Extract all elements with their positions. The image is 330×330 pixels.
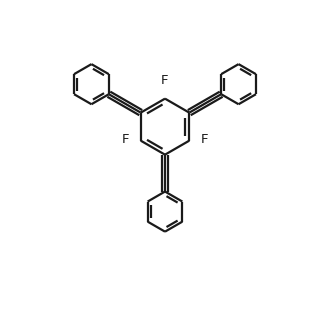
Text: F: F	[122, 133, 130, 146]
Text: F: F	[200, 133, 208, 146]
Text: F: F	[161, 75, 169, 87]
